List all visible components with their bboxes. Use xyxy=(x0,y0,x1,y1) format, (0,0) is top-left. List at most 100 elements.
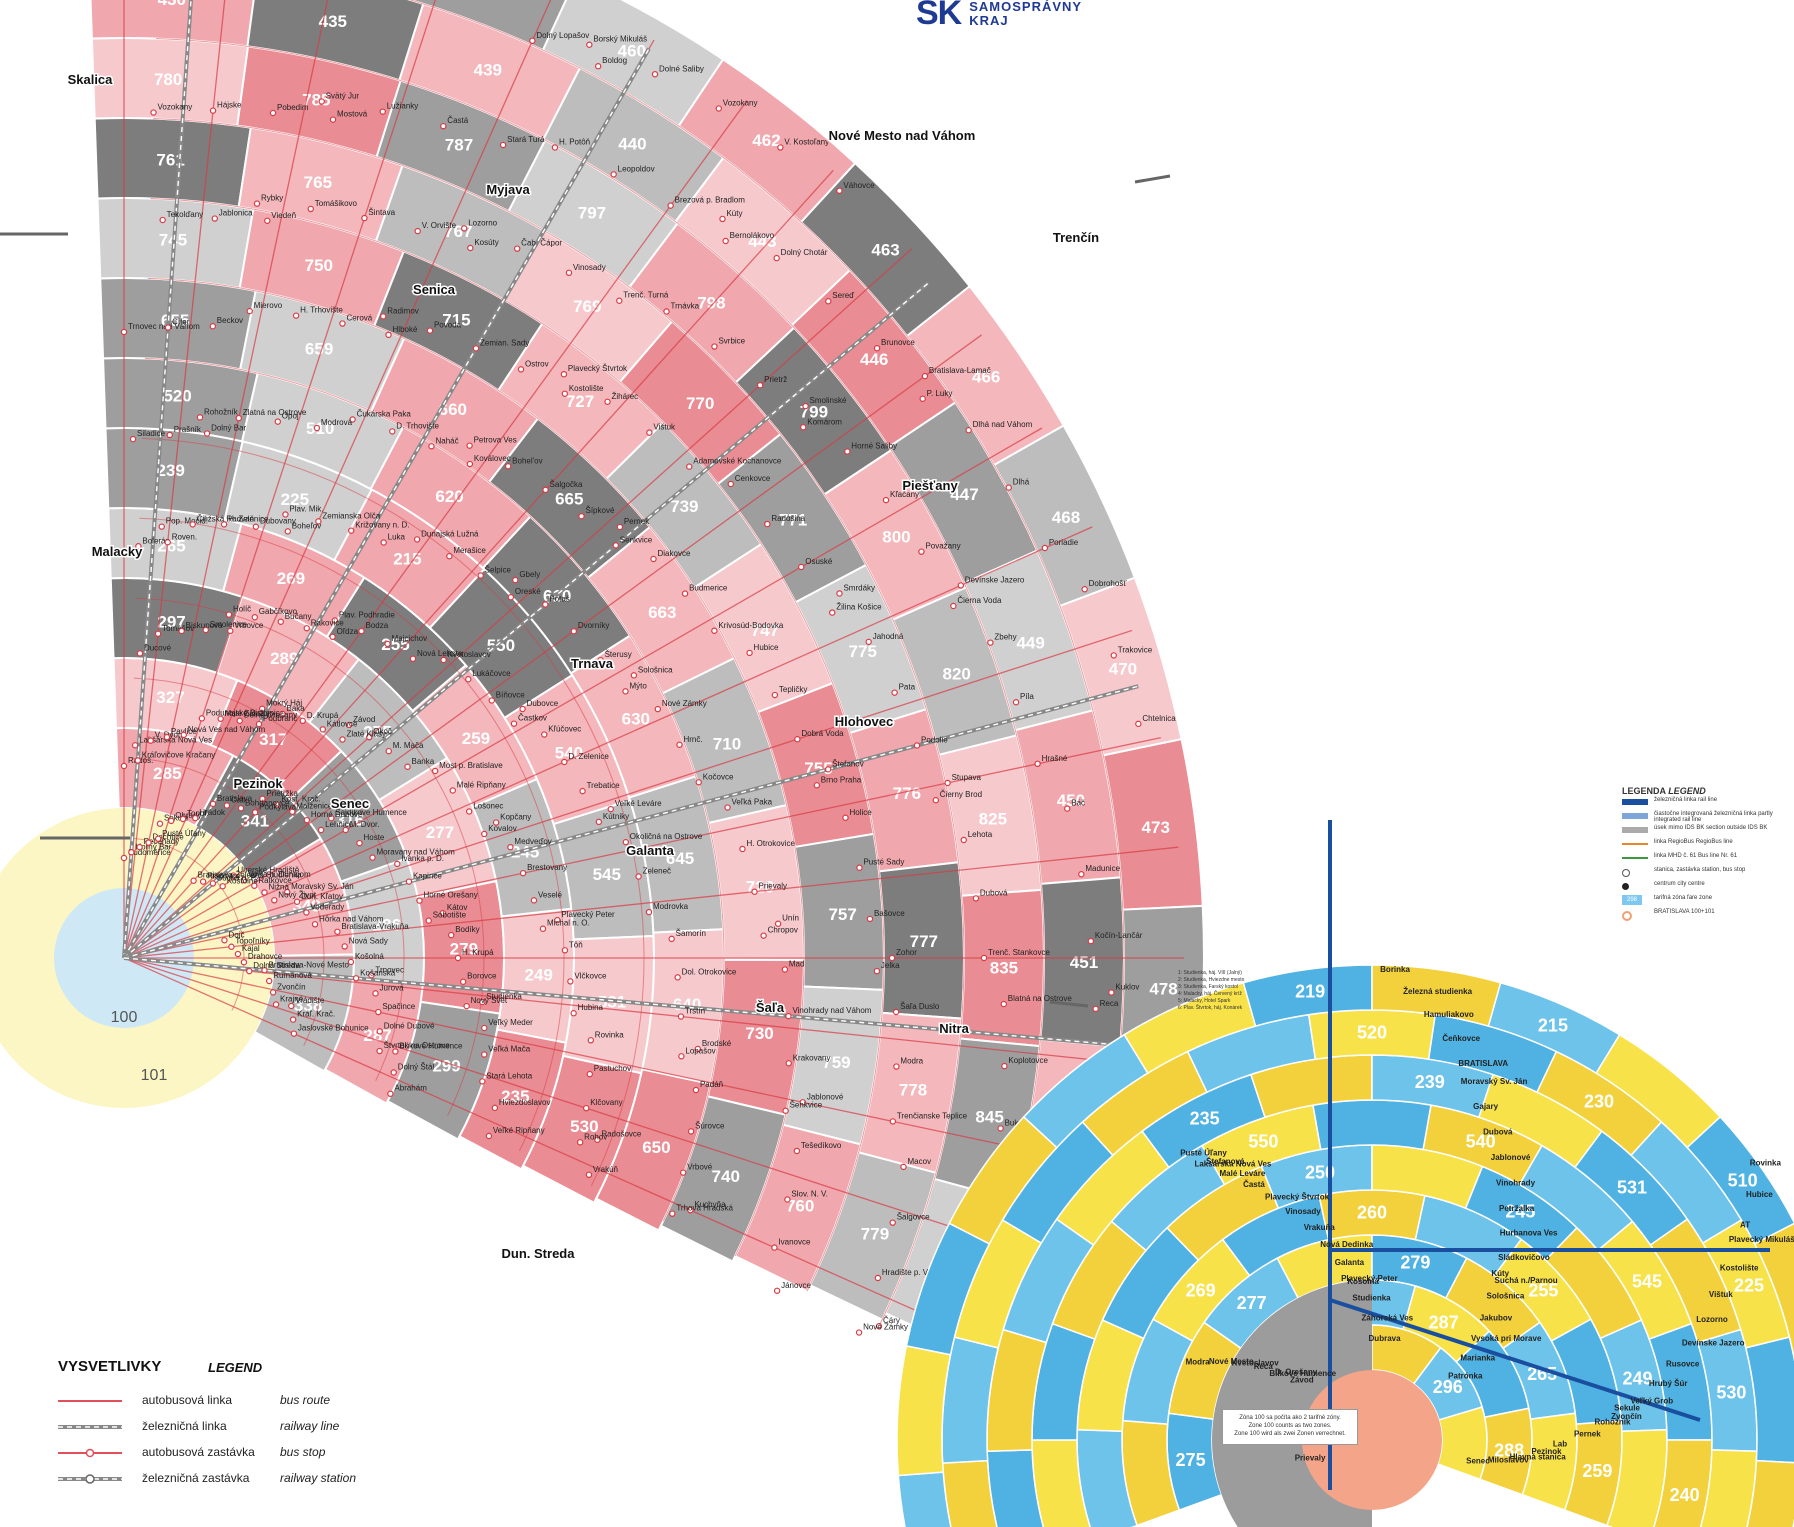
bus-stop-marker xyxy=(919,395,926,402)
zone-number-label: 715 xyxy=(442,310,470,329)
stop-name-label: Žilina Košice xyxy=(836,603,882,612)
bus-stop-marker xyxy=(369,854,376,861)
bus-stop-marker xyxy=(646,429,653,436)
bus-route xyxy=(123,0,329,959)
bus-stop-marker xyxy=(150,109,157,116)
stop-name-label: Kosúty xyxy=(474,238,498,247)
stop-name-label: Pavlice xyxy=(171,727,197,736)
bus-stop-marker xyxy=(874,1274,882,1282)
bus-stop-marker xyxy=(251,614,259,621)
bus-stop-marker xyxy=(616,523,624,531)
stop-name-label: Dubovce xyxy=(527,699,559,708)
city-label: Dun. Streda xyxy=(502,1246,576,1261)
zone-number-label: 779 xyxy=(861,1225,889,1244)
stop-name-label: Dlhá xyxy=(1013,478,1030,487)
stop-name-label: Merašice xyxy=(453,546,486,555)
bus-stop-marker xyxy=(459,978,467,985)
stop-name-label: Ivanovce xyxy=(778,1238,811,1247)
bus-stop-marker xyxy=(120,762,128,770)
bus-stop-marker xyxy=(719,215,726,223)
stop-name-label: Povoda xyxy=(434,321,462,330)
stop-name-label: Dolný Lopašov xyxy=(536,31,589,40)
zone-number-label: 520 xyxy=(163,387,191,406)
bus-route-symbol xyxy=(58,1400,122,1402)
bus-stop-marker xyxy=(594,1136,601,1143)
bus-stop-marker xyxy=(676,741,683,748)
stop-name-label: Dvorníky xyxy=(578,621,610,630)
bus-stop-marker xyxy=(289,808,296,815)
bus-stop-marker xyxy=(485,1132,493,1140)
zone-number-label: 760 xyxy=(786,1196,814,1215)
bus-stop-marker xyxy=(387,1090,394,1097)
bus-stop-marker xyxy=(409,655,417,662)
stop-name-label: V. Kostoľany xyxy=(784,137,829,146)
bus-stop-marker xyxy=(319,726,326,733)
bus-stop-marker xyxy=(488,697,495,704)
bus-stop-marker xyxy=(824,766,832,773)
inset-zone-number: 225 xyxy=(1734,1275,1764,1295)
zone-number-label: 338 xyxy=(294,996,322,1015)
bus-stop-marker xyxy=(203,430,211,437)
stop-name-label: Vojka n. Dunajom xyxy=(248,870,311,879)
zone-100-label: 100 xyxy=(111,1009,138,1026)
bus-stop-marker xyxy=(426,327,434,334)
stop-name-label: Pernek xyxy=(624,517,650,526)
bus-stop-marker xyxy=(225,611,233,618)
bus-stop-marker xyxy=(579,787,586,795)
legend-title-en: LEGEND xyxy=(208,1360,263,1375)
stop-name-label: Petrova Ves xyxy=(474,436,517,445)
stop-name-label: Stará Turá xyxy=(507,135,545,144)
bus-stop-marker xyxy=(255,720,263,728)
stop-name-label: Trenč. Stankovce xyxy=(988,948,1051,957)
railway-line-symbol xyxy=(58,1425,122,1429)
bus-stop-marker xyxy=(913,742,921,749)
inset-place-label: Hamuliakovo xyxy=(1424,1010,1474,1019)
stop-name-label: Unín xyxy=(782,914,799,923)
stop-name-label: Lopašov xyxy=(685,1046,715,1055)
bus-route xyxy=(123,957,1161,1180)
stop-name-label: Šípkové xyxy=(586,506,615,515)
zone-number-label: 341 xyxy=(241,811,269,830)
bus-stop-marker xyxy=(168,817,175,825)
stop-name-label: Bratislava xyxy=(217,794,253,803)
stop-name-label: Podbranč xyxy=(263,714,297,723)
bus-stop-marker xyxy=(784,1196,791,1203)
stop-name-label: Plavecký Štvrtok xyxy=(568,364,628,373)
stop-name-label: Devínske Jazero xyxy=(965,575,1025,584)
stop-name-label: Šelpice xyxy=(485,566,512,575)
stop-name-label: Čierny Brod xyxy=(940,790,982,799)
inset-rail-line xyxy=(1329,1298,1701,1422)
stop-name-label: Podolie xyxy=(921,736,948,745)
city-label: Nové Mesto nad Váhom xyxy=(829,128,976,143)
bus-stop-marker xyxy=(439,909,447,917)
stop-name-label: Smrdáky xyxy=(843,583,875,592)
zone-number-label: 215 xyxy=(393,549,421,568)
stop-name-label: Šúrovce xyxy=(695,1121,725,1130)
legend-item-bus-route: autobusová linka bus route xyxy=(58,1389,388,1415)
stop-name-label: Bohdanovce xyxy=(245,798,290,807)
inset-place-label: Malé Leváre xyxy=(1220,1169,1266,1178)
legend: VYSVETLIVKY LEGEND autobusová linka bus … xyxy=(58,1358,388,1493)
stop-name-label: Brunovce xyxy=(881,338,915,347)
stop-name-label: Horné Dubové xyxy=(311,810,363,819)
stop-name-label: Dun. Kľatov xyxy=(301,892,343,901)
bus-stop-marker xyxy=(352,975,360,982)
bus-stop-marker xyxy=(376,1047,383,1055)
bus-stop-marker xyxy=(240,958,248,966)
stop-name-label: Dunajská Lužná xyxy=(421,529,479,538)
bus-stop-marker xyxy=(891,689,898,696)
bus-route xyxy=(123,526,1093,959)
bus-stop-marker xyxy=(154,835,162,843)
bus-stop-marker xyxy=(413,536,421,543)
bus-stop-marker xyxy=(764,520,771,528)
bus-stop-marker xyxy=(228,943,235,950)
stop-name-label: Lehnice xyxy=(325,820,354,829)
legend-label-sk: autobusová zastávka xyxy=(142,1445,255,1459)
stop-name-label: Dojč xyxy=(228,930,244,939)
stop-name-label: Komárom xyxy=(807,417,842,426)
legend-label-en: railway line xyxy=(280,1419,340,1433)
inset-legend-text: úsek mimo IDS BK section outside IDS BK xyxy=(1654,825,1768,831)
stop-name-label: Lehota xyxy=(968,830,993,839)
stop-name-label: Vinosady xyxy=(573,263,606,272)
bus-stop-symbol xyxy=(58,1448,122,1458)
